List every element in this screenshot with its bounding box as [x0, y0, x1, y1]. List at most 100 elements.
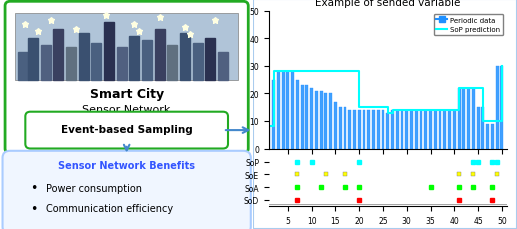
Periodic data — [408, 109, 415, 112]
Periodic data — [313, 90, 320, 93]
SoP prediction — [408, 109, 415, 112]
Bar — [320, 91, 323, 149]
Text: •: • — [31, 181, 38, 194]
Bar — [453, 110, 456, 149]
Bar — [339, 108, 342, 149]
Bar — [272, 80, 275, 149]
Bar — [116, 48, 127, 80]
Text: Smart City: Smart City — [89, 87, 164, 100]
SoP prediction — [432, 109, 438, 112]
Periodic data — [423, 109, 429, 112]
Periodic data — [437, 109, 443, 112]
SoP prediction — [318, 71, 324, 73]
SoP prediction — [313, 71, 320, 73]
Periodic data — [413, 109, 419, 112]
Bar — [348, 110, 351, 149]
Periodic data — [370, 109, 376, 112]
SoP prediction — [389, 109, 396, 112]
Bar — [296, 80, 299, 149]
Bar — [218, 53, 228, 80]
FancyBboxPatch shape — [25, 112, 228, 149]
Periodic data — [366, 109, 372, 112]
Bar — [66, 48, 76, 80]
Bar — [500, 66, 504, 149]
Bar — [91, 44, 101, 80]
Title: Example of sended variable: Example of sended variable — [315, 0, 461, 8]
SoP prediction — [465, 87, 472, 90]
Bar — [286, 72, 290, 149]
SoP prediction — [418, 109, 424, 112]
Text: Event-based Sampling: Event-based Sampling — [61, 124, 192, 134]
Bar — [420, 110, 422, 149]
Bar — [325, 94, 327, 149]
SoP prediction — [370, 106, 376, 109]
Bar — [343, 108, 346, 149]
Text: Sensor Network: Sensor Network — [83, 105, 171, 115]
SoP prediction — [323, 71, 329, 73]
Periodic data — [470, 87, 477, 90]
Periodic data — [332, 101, 339, 104]
Bar — [429, 110, 432, 149]
Bar — [334, 102, 337, 149]
Periodic data — [499, 65, 505, 68]
SoP prediction — [475, 87, 481, 90]
SoP prediction — [380, 106, 386, 109]
Bar — [472, 88, 475, 149]
Bar — [129, 37, 140, 80]
Periodic data — [451, 109, 458, 112]
Bar — [438, 110, 442, 149]
Bar — [205, 39, 216, 80]
SoP prediction — [489, 120, 495, 123]
SoP prediction — [275, 71, 281, 73]
Periodic data — [447, 109, 453, 112]
Periodic data — [346, 109, 353, 112]
Bar — [353, 110, 356, 149]
Periodic data — [494, 65, 500, 68]
Periodic data — [456, 87, 462, 90]
SoP prediction — [456, 87, 462, 90]
Text: Power consumption: Power consumption — [45, 183, 142, 193]
Periodic data — [361, 109, 367, 112]
SoP prediction — [352, 71, 358, 73]
Periodic data — [304, 84, 310, 87]
FancyBboxPatch shape — [253, 0, 517, 229]
Bar — [277, 72, 280, 149]
FancyBboxPatch shape — [15, 14, 238, 80]
SoP prediction — [494, 120, 500, 123]
SoP prediction — [332, 71, 339, 73]
Bar — [486, 124, 489, 149]
Periodic data — [385, 112, 391, 114]
SoP prediction — [499, 65, 505, 68]
Bar — [362, 110, 366, 149]
Periodic data — [380, 109, 386, 112]
SoP prediction — [285, 71, 291, 73]
Text: Sensor Network Benefits: Sensor Network Benefits — [58, 160, 195, 170]
Periodic data — [299, 84, 305, 87]
SoP prediction — [437, 109, 443, 112]
SoP prediction — [447, 109, 453, 112]
Periodic data — [342, 106, 348, 109]
Bar — [458, 88, 461, 149]
Bar — [180, 34, 190, 80]
Bar — [496, 66, 498, 149]
SoP prediction — [290, 71, 296, 73]
SoP prediction — [470, 87, 477, 90]
Bar — [396, 110, 399, 149]
SoP prediction — [337, 71, 343, 73]
SoP prediction — [361, 106, 367, 109]
Bar — [310, 88, 313, 149]
SoP prediction — [356, 106, 362, 109]
Bar — [424, 110, 427, 149]
Bar — [28, 39, 38, 80]
Bar — [367, 110, 370, 149]
Bar — [329, 94, 332, 149]
Periodic data — [394, 109, 400, 112]
Periodic data — [352, 109, 358, 112]
Periodic data — [294, 79, 300, 82]
Bar — [401, 110, 403, 149]
Bar — [410, 110, 413, 149]
Periodic data — [290, 71, 296, 73]
Periodic data — [432, 109, 438, 112]
Bar — [372, 110, 375, 149]
Bar — [434, 110, 437, 149]
